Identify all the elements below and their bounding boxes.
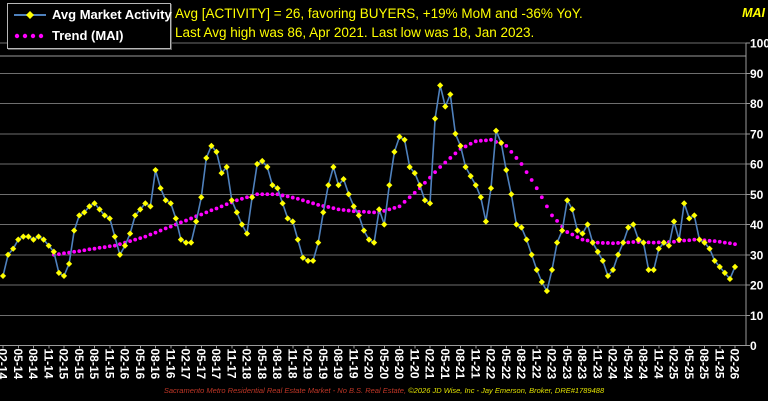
gridlines [0, 42, 750, 346]
x-tick-label: 05-14 [11, 349, 25, 380]
legend-row-trend: Trend (MAI) [8, 25, 170, 46]
y-tick-label: 0 [750, 339, 757, 353]
x-tick-label: 02-23 [545, 349, 559, 380]
footer-market-text: Sacramento Metro Residential Real Estate… [163, 386, 409, 395]
x-tick-label: 11-20 [407, 349, 421, 379]
x-tick-label: 02-20 [362, 349, 376, 380]
footer-broker-text: ©2026 JD Wise, Inc - Jay Emerson, Broker… [408, 386, 605, 395]
x-tick-label: 08-21 [453, 349, 467, 380]
x-tick-label: 05-18 [255, 349, 269, 380]
x-tick-label: 11-24 [651, 349, 665, 379]
chart-legend: Avg Market Activity Trend (MAI) [7, 3, 172, 49]
legend-label-avg: Avg Market Activity [52, 7, 172, 22]
x-tick-label: 08-25 [697, 349, 711, 380]
x-tick-label: 02-14 [0, 349, 10, 380]
x-tick-label: 02-16 [118, 349, 132, 380]
x-tick-label: 11-19 [346, 349, 360, 379]
x-tick-label: 11-17 [224, 349, 238, 379]
x-tick-label: 08-24 [636, 349, 650, 380]
avg-series-line [2, 84, 736, 292]
x-tick-label: 05-23 [560, 349, 574, 380]
y-tick-label: 100 [750, 37, 768, 51]
x-tick-label: 05-19 [316, 349, 330, 380]
x-tick-label: 05-16 [133, 349, 147, 380]
x-tick-label: 02-25 [667, 349, 681, 380]
x-tick-label: 05-22 [499, 349, 513, 380]
x-tick-label: 11-14 [41, 349, 55, 379]
y-tick-label: 70 [750, 127, 764, 141]
x-tick-label: 02-24 [606, 349, 620, 380]
x-tick-label: 08-17 [209, 349, 223, 380]
chart-title-line1: Avg [ACTIVITY] = 26, favoring BUYERS, +1… [175, 6, 583, 21]
x-tick-label: 11-16 [163, 349, 177, 379]
x-tick-label: 02-18 [240, 349, 254, 380]
chart-footer: Sacramento Metro Residential Real Estate… [0, 386, 768, 395]
x-tick-label: 02-22 [484, 349, 498, 380]
x-tick-label: 08-20 [392, 349, 406, 380]
x-tick-label: 08-15 [87, 349, 101, 380]
y-tick-label: 10 [750, 309, 764, 323]
x-tick-label: 08-23 [575, 349, 589, 380]
x-tick-label: 02-15 [57, 349, 71, 380]
x-tick-label: 08-22 [514, 349, 528, 380]
y-tick-label: 20 [750, 279, 764, 293]
legend-label-trend: Trend (MAI) [52, 28, 124, 43]
avg-series-line-marker-icon [14, 10, 46, 19]
x-tick-label: 08-14 [26, 349, 40, 380]
x-tick-label: 08-19 [331, 349, 345, 380]
chart-title: Avg [ACTIVITY] = 26, favoring BUYERS, +1… [175, 4, 583, 42]
x-tick-label: 08-16 [148, 349, 162, 380]
x-tick-label: 02-17 [179, 349, 193, 380]
y-tick-label: 30 [750, 248, 764, 262]
x-tick-label: 05-15 [72, 349, 86, 380]
x-tick-label: 11-18 [285, 349, 299, 379]
y-tick-label: 60 [750, 158, 764, 172]
y-axis-unit-label: MAI [742, 6, 765, 20]
x-tick-label: 05-24 [621, 349, 635, 380]
y-tick-label: 50 [750, 188, 764, 202]
x-tick-label: 05-25 [682, 349, 696, 380]
x-tick-label: 11-25 [712, 349, 726, 379]
y-tick-label: 90 [750, 67, 764, 81]
x-tick-label: 05-17 [194, 349, 208, 380]
y-tick-label: 80 [750, 97, 764, 111]
x-tick-label: 11-23 [590, 349, 604, 379]
x-tick-label: 08-18 [270, 349, 284, 380]
chart-title-line2: Last Avg high was 86, Apr 2021. Last low… [175, 25, 535, 40]
avg-series-markers [0, 82, 739, 295]
x-tick-label: 11-21 [468, 349, 482, 379]
x-axis-labels: 02-14 05-14 08-14 11-14 02-15 05-15 08-15 11-15… [0, 345, 742, 380]
legend-row-avg: Avg Market Activity [8, 4, 172, 25]
x-tick-label: 11-15 [102, 349, 116, 379]
x-tick-label: 05-20 [377, 349, 391, 380]
x-tick-label: 02-21 [423, 349, 437, 380]
trend-series-dots-icon [14, 33, 44, 38]
x-tick-label: 02-26 [728, 349, 742, 380]
x-tick-label: 11-22 [529, 349, 543, 379]
x-tick-label: 02-19 [301, 349, 315, 380]
x-tick-label: 05-21 [438, 349, 452, 380]
y-tick-label: 40 [750, 218, 764, 232]
y-axis-labels: 10 20 30 40 50 60 70 80 90 100 0 [750, 37, 768, 354]
